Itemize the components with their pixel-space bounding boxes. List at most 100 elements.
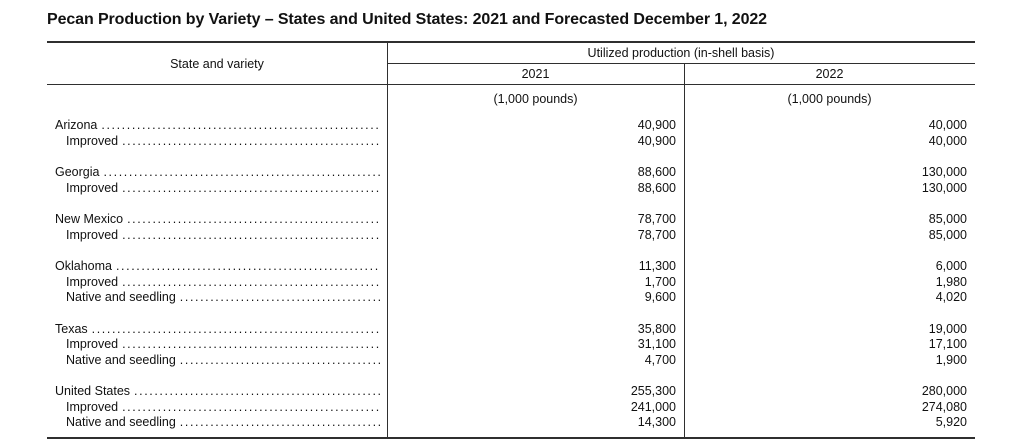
table-row: Improved 31,100 17,100 [47, 337, 975, 353]
leader-dots [122, 275, 380, 291]
value-2022: 85,000 [928, 227, 967, 242]
value-2021: 11,300 [638, 259, 676, 273]
row-label-cell: Texas [47, 322, 387, 338]
units-empty-cell [47, 85, 387, 113]
row-label-cell: Improved [47, 181, 387, 197]
row-label: Native and seedling [66, 352, 176, 367]
leader-dots [134, 384, 380, 400]
production-table: State and variety Utilized production (i… [47, 41, 975, 439]
column-header-utilized-production: Utilized production (in-shell basis) [387, 43, 975, 64]
value-2022: 19,000 [928, 321, 967, 336]
value-2021: 4,700 [644, 352, 676, 367]
table-row: United States 255,300 280,000 [47, 384, 975, 400]
row-label: Georgia [55, 165, 100, 179]
row-label-cell: Native and seedling [47, 353, 387, 369]
value-2022: 130,000 [921, 180, 967, 195]
value-2021: 40,900 [637, 118, 676, 132]
value-2022: 5,920 [935, 415, 967, 429]
units-2021: (1,000 pounds) [493, 92, 578, 106]
table-row: Improved 1,700 1,980 [47, 275, 975, 291]
row-label: Improved [66, 133, 119, 148]
leader-dots [103, 165, 380, 181]
table-row: New Mexico 78,700 85,000 [47, 212, 975, 228]
row-label: Texas [55, 321, 88, 336]
value-2022: 6,000 [935, 259, 967, 273]
group-spacer [47, 368, 975, 384]
table-row: Improved 241,000 274,080 [47, 400, 975, 416]
divider-year-columns [684, 64, 685, 437]
value-2022: 40,000 [928, 133, 967, 148]
value-2022: 85,000 [928, 212, 967, 226]
row-label: New Mexico [55, 212, 124, 226]
value-2022: 274,080 [921, 399, 967, 414]
group-spacer [47, 149, 975, 165]
row-label-cell: Oklahoma [47, 259, 387, 275]
value-2021: 78,700 [637, 212, 676, 226]
row-label-cell: Arizona [47, 118, 387, 134]
value-2021: 88,600 [637, 165, 676, 179]
leader-dots [127, 212, 380, 228]
column-header-2022: 2022 [815, 67, 844, 81]
value-2021: 40,900 [637, 133, 676, 148]
value-2021: 9,600 [644, 290, 676, 304]
table-body: Arizona 40,900 40,000 Improved 40,900 40… [47, 113, 975, 437]
row-label-cell: United States [47, 384, 387, 400]
row-label-cell: Native and seedling [47, 290, 387, 306]
row-label: United States [55, 384, 131, 398]
group-spacer [47, 196, 975, 212]
row-label: Improved [66, 399, 119, 414]
row-label: Arizona [55, 118, 98, 132]
table-row: Improved 88,600 130,000 [47, 181, 975, 197]
row-label: Native and seedling [66, 290, 176, 304]
group-spacer [47, 243, 975, 259]
table-header: State and variety Utilized production (i… [47, 43, 975, 85]
value-2022: 130,000 [921, 165, 967, 179]
value-2021: 1,700 [644, 274, 676, 289]
leader-dots [180, 290, 380, 306]
table-row: Oklahoma 11,300 6,000 [47, 259, 975, 275]
leader-dots [122, 181, 380, 197]
value-2022: 1,900 [935, 352, 967, 367]
table-row: Improved 40,900 40,000 [47, 134, 975, 150]
value-2022: 280,000 [921, 384, 967, 398]
leader-dots [92, 322, 380, 338]
value-2021: 35,800 [637, 321, 676, 336]
table-row: Texas 35,800 19,000 [47, 322, 975, 338]
column-header-state-variety: State and variety [170, 56, 264, 71]
value-2021: 14,300 [637, 415, 676, 429]
row-label-cell: Improved [47, 134, 387, 150]
value-2021: 31,100 [637, 337, 676, 351]
table-row: Arizona 40,900 40,000 [47, 118, 975, 134]
table-row: Native and seedling 9,600 4,020 [47, 290, 975, 306]
table-row: Georgia 88,600 130,000 [47, 165, 975, 181]
row-label: Improved [66, 180, 119, 195]
divider-state-column [387, 43, 388, 437]
value-2022: 4,020 [935, 290, 967, 304]
leader-dots [122, 400, 380, 416]
leader-dots [180, 415, 380, 431]
leader-dots [122, 134, 380, 150]
value-2021: 241,000 [630, 399, 676, 414]
group-spacer [47, 306, 975, 322]
row-label: Improved [66, 274, 119, 289]
leader-dots [116, 259, 380, 275]
units-2022: (1,000 pounds) [787, 92, 872, 106]
table-row: Native and seedling 4,700 1,900 [47, 353, 975, 369]
row-label-cell: Improved [47, 228, 387, 244]
page-title: Pecan Production by Variety – States and… [47, 11, 767, 28]
units-row: (1,000 pounds) (1,000 pounds) [47, 85, 975, 113]
row-label-cell: Improved [47, 275, 387, 291]
table-row: Improved 78,700 85,000 [47, 228, 975, 244]
row-label: Native and seedling [66, 415, 176, 429]
leader-dots [180, 353, 380, 369]
leader-dots [122, 228, 380, 244]
row-label: Improved [66, 337, 119, 351]
row-label-cell: Improved [47, 337, 387, 353]
value-2022: 17,100 [928, 337, 967, 351]
value-2022: 40,000 [928, 118, 967, 132]
leader-dots [122, 337, 380, 353]
row-label-cell: Native and seedling [47, 415, 387, 431]
leader-dots [101, 118, 380, 134]
row-label-cell: Improved [47, 400, 387, 416]
